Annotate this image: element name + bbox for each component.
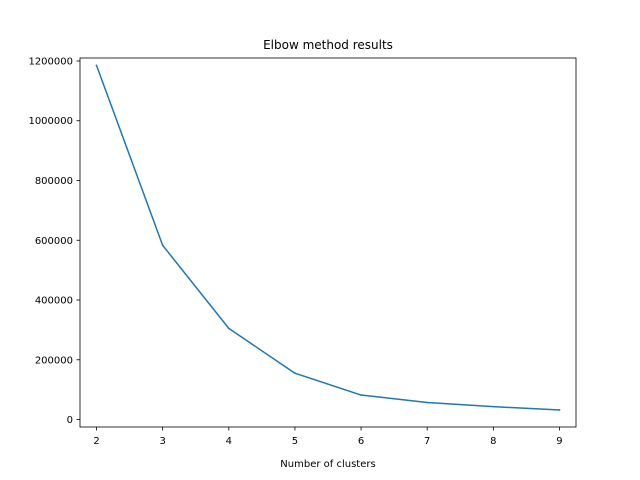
data-point [294, 372, 296, 375]
chart-title: Elbow method results [263, 38, 393, 52]
series-line [95, 64, 561, 411]
x-tick-label: 3 [159, 436, 165, 447]
data-point [95, 64, 98, 67]
x-tick-label: 7 [424, 436, 430, 447]
plot-area [95, 64, 561, 411]
y-tick-label: 400000 [35, 296, 73, 307]
data-point [558, 409, 561, 411]
data-point [228, 327, 230, 330]
y-tick-label: 0 [67, 415, 73, 426]
x-tick-label: 8 [490, 436, 496, 447]
y-tick-label: 1200000 [28, 56, 73, 67]
y-tick-label: 1000000 [28, 116, 73, 127]
data-point [161, 244, 164, 247]
x-tick-label: 6 [358, 436, 364, 447]
data-point [360, 394, 362, 396]
x-tick-label: 4 [226, 436, 232, 447]
x-tick-label: 9 [556, 436, 562, 447]
y-axis: 0 200000 400000 600000 800000 1000000 1200000 [28, 56, 80, 426]
x-tick-label: 5 [292, 436, 298, 447]
x-axis-label: Number of clusters [280, 459, 375, 470]
y-tick-label: 200000 [35, 355, 73, 366]
data-point [492, 405, 495, 408]
data-point [426, 401, 429, 404]
y-tick-label: 800000 [35, 176, 73, 187]
y-tick-label: 600000 [35, 236, 73, 247]
plot-frame [79, 57, 577, 428]
x-tick-label: 2 [93, 436, 99, 447]
x-axis: 2 3 4 5 6 7 8 9 [93, 427, 563, 447]
